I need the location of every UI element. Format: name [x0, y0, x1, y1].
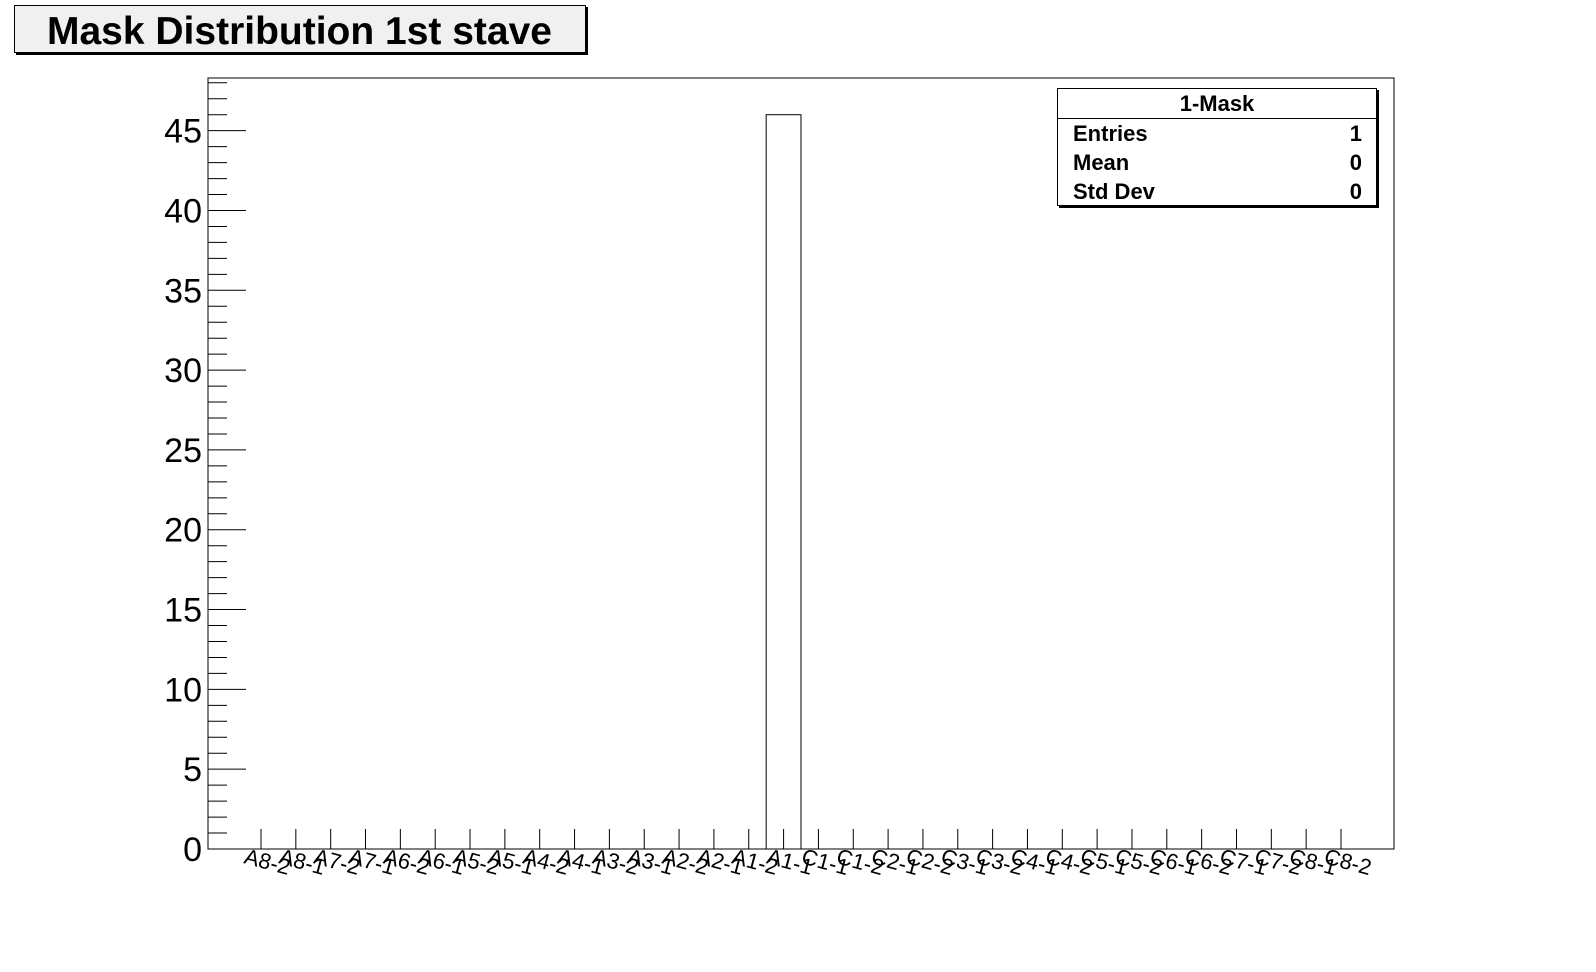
stats-stddev-value: 0	[1349, 179, 1362, 204]
chart-title: Mask Distribution 1st stave	[47, 10, 552, 53]
y-tick-label: 15	[164, 592, 202, 630]
stats-mean-value: 0	[1349, 150, 1362, 175]
y-tick-label: 20	[164, 512, 202, 550]
stats-row-mean: Mean 0	[1073, 148, 1362, 177]
y-tick-label: 30	[164, 352, 202, 390]
y-tick-label: 10	[164, 671, 202, 709]
stats-box: 1-Mask Entries 1 Mean 0 Std Dev 0	[1057, 88, 1377, 206]
y-tick-label: 45	[164, 113, 202, 151]
bar-A1-1	[765, 114, 802, 850]
stats-mean-label: Mean	[1073, 150, 1130, 175]
stats-entries-label: Entries	[1073, 121, 1148, 146]
chart-title-box: Mask Distribution 1st stave	[14, 5, 586, 53]
stats-stddev-label: Std Dev	[1073, 179, 1155, 204]
y-tick-label: 40	[164, 192, 202, 230]
y-tick-label: 25	[164, 432, 202, 470]
y-tick-label: 5	[183, 751, 202, 789]
stats-row-stddev: Std Dev 0	[1073, 177, 1362, 206]
stats-row-entries: Entries 1	[1073, 119, 1362, 148]
y-tick-label: 0	[183, 831, 202, 869]
y-tick-label: 35	[164, 272, 202, 310]
stats-title: 1-Mask	[1058, 89, 1376, 119]
stats-entries-value: 1	[1349, 121, 1362, 146]
